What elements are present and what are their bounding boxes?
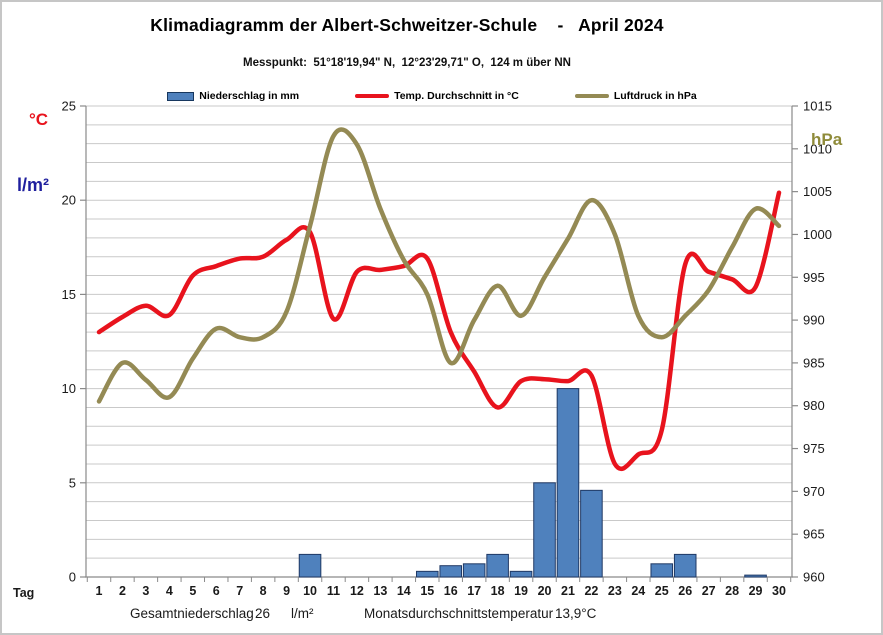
- pressure-line: [96, 127, 782, 404]
- x-axis-tick-label: 10: [303, 584, 317, 598]
- right-axis-unit-pressure: hPa: [811, 130, 843, 149]
- right-axis-tick-label: 995: [803, 270, 825, 285]
- precip-bar-day-19: [509, 570, 533, 578]
- precip-bar-day-18: [486, 553, 509, 578]
- legend-item-precipitation: Niederschlag in mm: [167, 90, 299, 102]
- precip-bar-day-22: [580, 489, 603, 578]
- x-axis-tick-label: 17: [467, 584, 481, 598]
- x-axis-tick-label: 1: [96, 584, 103, 598]
- measuring-point-subtitle: Messpunkt: 51°18'19,94" N, 12°23'29,71" …: [243, 57, 571, 69]
- left-axis-unit-temperature: °C: [29, 110, 49, 129]
- x-axis-tick-label: 3: [142, 584, 149, 598]
- precip-bar-day-16: [439, 565, 463, 578]
- x-axis-tick-label: 14: [397, 584, 411, 598]
- precip-bar-day-21: [556, 388, 580, 578]
- left-axis-tick-label: 15: [62, 287, 76, 302]
- left-axis-tick-label: 10: [62, 381, 76, 396]
- x-axis-tick-label: 7: [236, 584, 243, 598]
- x-axis-tick-label: 16: [444, 584, 458, 598]
- x-axis-tick-label: 5: [189, 584, 196, 598]
- temperature-swatch-icon: [355, 94, 390, 98]
- x-axis-tick-label: 30: [772, 584, 786, 598]
- x-axis-tick-label: 26: [678, 584, 692, 598]
- x-axis-tick-label: 27: [702, 584, 716, 598]
- right-axis-tick-label: 970: [803, 484, 825, 499]
- legend-label: Temp. Durchschnitt in °C: [394, 90, 519, 102]
- precip-bar-day-25: [650, 563, 674, 578]
- precipitation-swatch-icon: [167, 91, 195, 101]
- precip-bar-day-20: [533, 482, 556, 578]
- x-axis-tick-label: 29: [749, 584, 763, 598]
- precip-bar-day-29: [744, 574, 767, 578]
- right-axis-tick-label: 965: [803, 527, 825, 542]
- x-axis-tick-label: 11: [327, 584, 340, 598]
- average-temperature-label: Monatsdurchschnittstemperatur: [364, 606, 554, 621]
- x-axis-tick-label: 4: [166, 584, 173, 598]
- x-axis-tick-label: 13: [373, 584, 387, 598]
- left-axis-tick-label: 25: [62, 99, 76, 114]
- left-axis-tick-label: 20: [62, 193, 76, 208]
- right-axis-tick-label: 1000: [803, 227, 832, 242]
- x-axis-tick-label: 28: [725, 584, 739, 598]
- temperature-line: [96, 190, 782, 472]
- left-axis-tick-label: 0: [69, 570, 76, 585]
- precip-bar-day-26: [673, 553, 697, 578]
- right-axis-tick-label: 1015: [803, 99, 832, 114]
- page-title: Klimadiagramm der Albert-Schweitzer-Schu…: [150, 15, 664, 35]
- x-axis-label: Tag: [13, 586, 35, 600]
- precip-bar-day-17: [462, 563, 486, 578]
- x-axis-tick-label: 23: [608, 584, 622, 598]
- total-precipitation-label: Gesamtniederschlag: [130, 606, 254, 621]
- x-axis-tick-label: 9: [283, 584, 290, 598]
- x-axis-tick-label: 22: [584, 584, 598, 598]
- precip-bar-day-15: [415, 570, 439, 578]
- precip-bar-day-10: [298, 553, 322, 578]
- x-axis-tick-label: 19: [514, 584, 528, 598]
- right-axis-tick-label: 985: [803, 355, 825, 370]
- x-axis-tick-label: 12: [350, 584, 364, 598]
- right-axis-tick-label: 1005: [803, 184, 832, 199]
- left-axis-unit-precipitation: l/m²: [17, 175, 50, 195]
- legend-item-pressure: Luftdruck in hPa: [574, 90, 697, 102]
- average-temperature-value: 13,9°C: [555, 606, 597, 621]
- chart-legend: Niederschlag in mm Temp. Durchschnitt in…: [82, 88, 782, 104]
- x-axis-tick-label: 15: [420, 584, 434, 598]
- legend-label: Luftdruck in hPa: [613, 90, 697, 102]
- pressure-swatch-icon: [574, 94, 609, 98]
- right-axis-tick-label: 980: [803, 398, 825, 413]
- x-axis-tick-label: 6: [213, 584, 220, 598]
- total-precipitation-value: 26: [255, 606, 271, 621]
- right-axis-tick-label: 960: [803, 570, 825, 585]
- x-axis-tick-label: 24: [631, 584, 645, 598]
- total-precipitation-unit: l/m²: [291, 606, 314, 621]
- x-axis-tick-label: 25: [655, 584, 669, 598]
- x-axis-tick-label: 2: [119, 584, 126, 598]
- x-axis-tick-label: 20: [538, 584, 552, 598]
- x-axis-tick-label: 21: [561, 584, 575, 598]
- x-axis-tick-label: 8: [260, 584, 267, 598]
- right-axis-tick-label: 1010: [803, 141, 832, 156]
- right-axis-tick-label: 990: [803, 313, 825, 328]
- legend-label: Niederschlag in mm: [199, 90, 300, 102]
- right-axis-tick-label: 975: [803, 441, 825, 456]
- left-axis-tick-label: 5: [69, 475, 76, 490]
- x-axis-tick-label: 18: [491, 584, 505, 598]
- legend-item-temperature: Temp. Durchschnitt in °C: [355, 90, 519, 102]
